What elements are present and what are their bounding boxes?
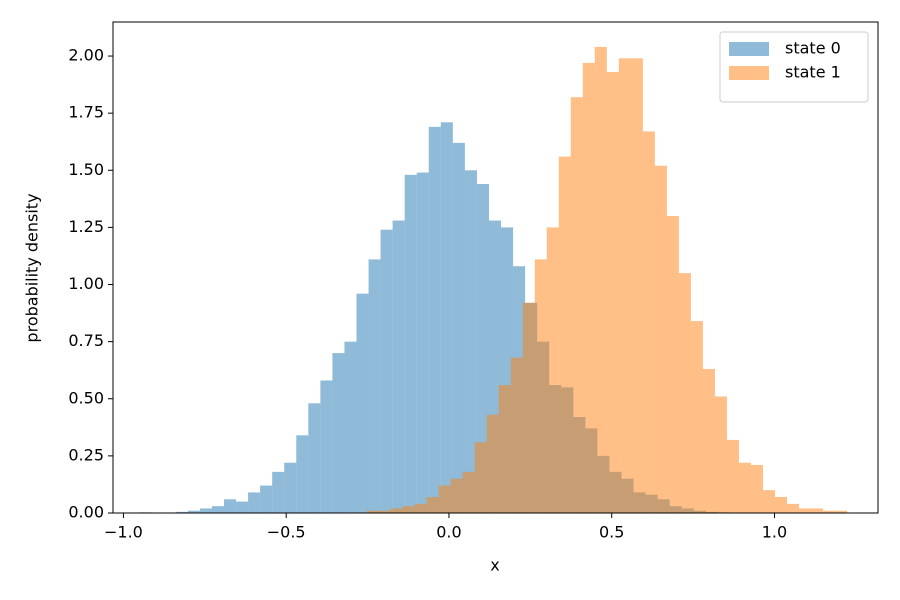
histogram-bar — [187, 510, 200, 513]
histogram-bar — [738, 462, 751, 513]
y-tick-label: 2.00 — [68, 46, 104, 65]
x-tick-label: 0.0 — [436, 523, 461, 542]
histogram-bar — [666, 215, 679, 513]
histogram-bar — [534, 259, 547, 513]
histogram-bar — [606, 72, 619, 514]
histogram-bar — [175, 511, 188, 513]
histogram-bar — [476, 183, 489, 514]
histogram-bar — [464, 170, 477, 513]
histogram-bar — [690, 321, 703, 513]
y-tick-label: 1.25 — [68, 217, 104, 236]
histogram-bar — [199, 508, 212, 513]
y-tick-label: 0.75 — [68, 331, 104, 350]
histogram-bar — [414, 503, 427, 513]
histogram-bar — [811, 508, 824, 513]
legend-swatch — [729, 42, 769, 56]
histogram-bar — [823, 510, 836, 513]
y-tick-label: 0.00 — [68, 503, 104, 522]
histogram-bar — [787, 503, 800, 513]
histogram-bar — [570, 97, 583, 514]
histogram-bar — [380, 229, 393, 513]
histogram-bar — [474, 442, 487, 513]
histogram-bar — [678, 273, 691, 513]
histogram-bar — [366, 510, 379, 513]
histogram-bar — [236, 501, 249, 513]
y-axis-label: probability density — [23, 193, 42, 342]
histogram-bar — [762, 490, 776, 513]
histogram-bar — [248, 492, 261, 513]
y-tick-label: 1.50 — [68, 160, 104, 179]
histogram-bar — [702, 369, 715, 513]
histogram-bar — [799, 508, 812, 513]
histogram-bar — [284, 462, 297, 513]
x-tick-label: −0.5 — [267, 523, 306, 542]
histogram-bar — [642, 131, 655, 513]
histogram-bar — [416, 172, 429, 513]
histogram-bar — [750, 465, 763, 513]
histogram-bar — [404, 174, 417, 513]
y-tick-label: 1.00 — [68, 274, 104, 293]
histogram-bar — [630, 58, 643, 513]
histogram-bar — [426, 497, 439, 513]
histogram-bar — [582, 62, 595, 514]
histogram-bar — [211, 506, 225, 513]
histogram-bar — [392, 220, 405, 513]
histogram-bar — [450, 478, 463, 513]
histogram-bar — [438, 485, 451, 513]
histogram-bar — [320, 380, 333, 513]
histogram-bar — [558, 156, 571, 513]
histogram-bar — [272, 471, 285, 513]
y-tick-label: 0.50 — [68, 388, 104, 407]
histogram-bar — [714, 396, 727, 513]
histogram-bar — [486, 414, 499, 513]
legend-label: state 1 — [785, 63, 841, 82]
histogram-bar — [296, 435, 309, 513]
histogram-bar — [368, 259, 381, 513]
x-tick-label: 1.0 — [762, 523, 787, 542]
histogram-bar — [775, 497, 788, 513]
x-axis-label: x — [490, 556, 499, 575]
histogram-bar — [356, 293, 369, 513]
histogram-bar — [378, 510, 391, 513]
histogram-bar — [402, 506, 415, 513]
legend-label: state 0 — [785, 39, 841, 58]
histogram-bar — [726, 439, 739, 513]
x-tick-label: −1.0 — [104, 523, 143, 542]
histogram-bar — [462, 471, 475, 513]
histogram-bar — [546, 227, 559, 514]
histogram-bar — [498, 385, 511, 513]
histogram-bar — [654, 165, 667, 513]
legend-swatch — [729, 66, 769, 80]
histogram-bar — [332, 353, 345, 513]
y-tick-label: 0.25 — [68, 445, 104, 464]
histogram-bar — [835, 510, 848, 513]
histogram-bar — [452, 142, 465, 513]
histogram-bar — [428, 126, 441, 513]
histogram-bar — [308, 403, 321, 513]
y-tick-label: 1.75 — [68, 103, 104, 122]
x-tick-label: 0.5 — [599, 523, 624, 542]
histogram-bar — [522, 302, 535, 513]
histogram-bar — [390, 508, 403, 513]
plot-frame — [112, 21, 879, 514]
histogram-bar — [440, 122, 453, 513]
histogram-bar — [260, 485, 273, 513]
histogram-bar — [224, 499, 237, 513]
histogram-bar — [510, 357, 523, 513]
histogram-bar — [618, 58, 631, 513]
histogram-bar — [594, 46, 607, 513]
histogram-bar — [344, 341, 357, 513]
